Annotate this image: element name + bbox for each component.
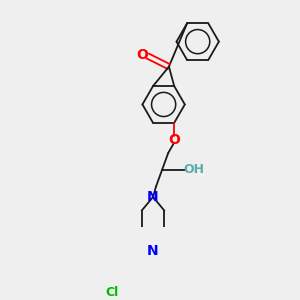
Text: O: O [168,133,180,147]
Text: OH: OH [183,163,204,176]
Text: O: O [136,48,148,62]
Text: N: N [147,244,159,259]
Text: N: N [147,190,159,204]
Text: Cl: Cl [106,286,119,299]
